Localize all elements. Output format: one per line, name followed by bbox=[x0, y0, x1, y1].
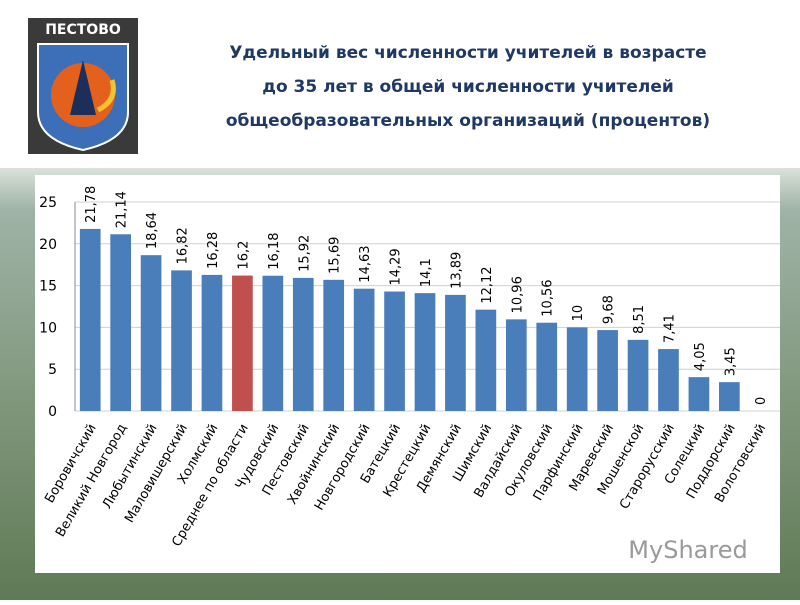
title-line: общеобразовательных организаций (процент… bbox=[226, 111, 710, 131]
value-label: 3,45 bbox=[723, 347, 738, 376]
value-label: 14,1 bbox=[419, 258, 434, 287]
bar bbox=[110, 234, 131, 411]
value-label: 13,89 bbox=[449, 252, 464, 289]
title-line: до 35 лет в общей численности учителей bbox=[262, 77, 674, 97]
value-label: 16,28 bbox=[206, 232, 221, 269]
value-label: 8,51 bbox=[632, 305, 647, 334]
bar bbox=[140, 255, 162, 411]
bar bbox=[505, 319, 527, 411]
bar bbox=[627, 339, 649, 411]
value-label: 4,05 bbox=[693, 342, 708, 371]
bar bbox=[597, 330, 618, 411]
y-tick-label: 20 bbox=[39, 237, 57, 253]
value-label: 16,18 bbox=[267, 233, 282, 270]
value-label: 15,92 bbox=[297, 235, 312, 272]
value-label: 10,56 bbox=[541, 279, 556, 316]
value-label: 0 bbox=[754, 397, 769, 405]
bar bbox=[262, 275, 284, 411]
value-label: 7,41 bbox=[662, 314, 677, 343]
value-label: 12,12 bbox=[480, 266, 495, 303]
value-label: 10,96 bbox=[510, 276, 525, 313]
bar bbox=[201, 274, 223, 411]
logo: ПЕСТОВО bbox=[28, 18, 138, 154]
logo-text: ПЕСТОВО bbox=[45, 22, 121, 38]
value-label: 9,68 bbox=[602, 295, 617, 324]
bar bbox=[658, 349, 679, 411]
value-label: 21,14 bbox=[115, 191, 130, 228]
value-label: 16,82 bbox=[176, 227, 191, 264]
bar bbox=[79, 228, 101, 411]
bar bbox=[414, 293, 436, 411]
bar bbox=[292, 277, 314, 411]
bar bbox=[171, 270, 192, 411]
value-label: 16,2 bbox=[236, 241, 251, 270]
y-tick-label: 5 bbox=[48, 362, 57, 378]
value-label: 21,78 bbox=[84, 186, 99, 223]
bar bbox=[323, 279, 345, 411]
bar bbox=[353, 288, 375, 411]
bar bbox=[384, 291, 405, 411]
y-tick-label: 25 bbox=[39, 195, 57, 211]
bar bbox=[232, 275, 253, 411]
bar bbox=[566, 327, 588, 411]
value-label: 14,29 bbox=[389, 248, 404, 285]
watermark: MyShared bbox=[628, 536, 747, 564]
bar bbox=[719, 382, 740, 411]
bar bbox=[445, 294, 466, 411]
value-label: 18,64 bbox=[145, 212, 160, 249]
value-label: 14,63 bbox=[358, 245, 373, 282]
y-tick-label: 0 bbox=[48, 404, 57, 420]
bar bbox=[475, 309, 497, 411]
bar bbox=[688, 377, 710, 411]
value-label: 15,69 bbox=[328, 237, 343, 274]
bar bbox=[536, 322, 558, 411]
value-label: 10 bbox=[571, 305, 586, 322]
y-tick-label: 15 bbox=[39, 279, 57, 295]
title-line: Удельный вес численности учителей в возр… bbox=[229, 43, 706, 63]
y-tick-label: 10 bbox=[39, 320, 57, 336]
